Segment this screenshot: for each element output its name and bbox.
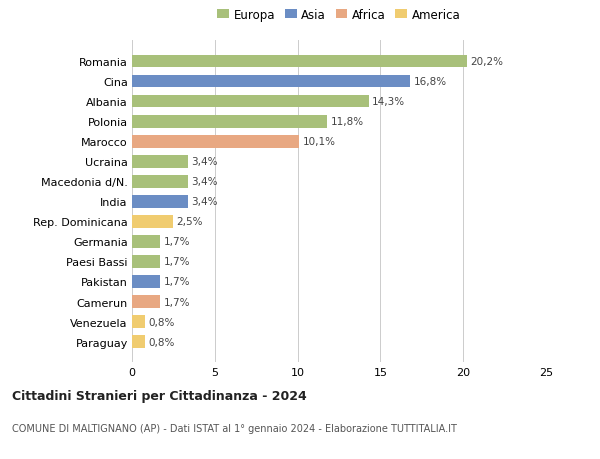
Bar [132, 56, 467, 68]
Text: 3,4%: 3,4% [191, 197, 218, 207]
Text: 0,8%: 0,8% [149, 337, 175, 347]
Bar [132, 96, 369, 108]
Bar [132, 336, 145, 348]
Bar [132, 76, 410, 88]
Text: 20,2%: 20,2% [470, 57, 503, 67]
Text: 10,1%: 10,1% [302, 137, 335, 147]
Bar [132, 256, 160, 268]
Bar [132, 156, 188, 168]
Bar [132, 136, 299, 148]
Text: 3,4%: 3,4% [191, 157, 218, 167]
Text: 14,3%: 14,3% [372, 97, 405, 107]
Text: 1,7%: 1,7% [163, 277, 190, 287]
Text: 1,7%: 1,7% [163, 297, 190, 307]
Bar [132, 116, 328, 128]
Text: Cittadini Stranieri per Cittadinanza - 2024: Cittadini Stranieri per Cittadinanza - 2… [12, 389, 307, 403]
Text: 1,7%: 1,7% [163, 257, 190, 267]
Text: 11,8%: 11,8% [331, 117, 364, 127]
Bar [132, 236, 160, 248]
Bar [132, 276, 160, 288]
Text: 2,5%: 2,5% [177, 217, 203, 227]
Bar [132, 316, 145, 328]
Bar [132, 176, 188, 188]
Text: 16,8%: 16,8% [413, 77, 446, 87]
Legend: Europa, Asia, Africa, America: Europa, Asia, Africa, America [217, 9, 461, 22]
Bar [132, 296, 160, 308]
Bar [132, 216, 173, 228]
Text: 3,4%: 3,4% [191, 177, 218, 187]
Text: 0,8%: 0,8% [149, 317, 175, 327]
Bar [132, 196, 188, 208]
Text: 1,7%: 1,7% [163, 237, 190, 247]
Text: COMUNE DI MALTIGNANO (AP) - Dati ISTAT al 1° gennaio 2024 - Elaborazione TUTTITA: COMUNE DI MALTIGNANO (AP) - Dati ISTAT a… [12, 424, 457, 433]
